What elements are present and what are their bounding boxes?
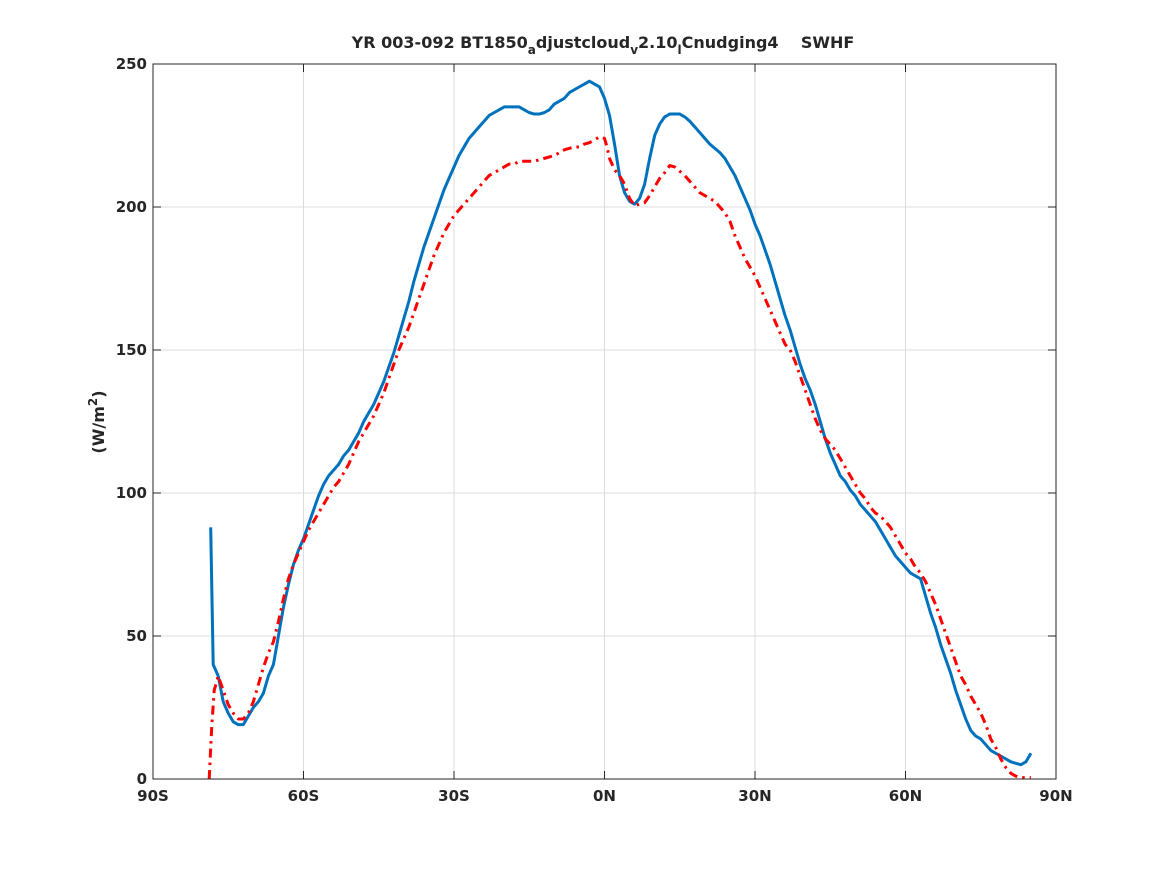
title-part: SWHF [779, 33, 855, 52]
y-label-suffix: ) [89, 390, 108, 397]
y-tick-label: 250 [116, 55, 147, 73]
series-layer [207, 79, 1033, 780]
label-layer: YR 003-092 BT1850adjustcloudv2.10lCnudgi… [86, 33, 854, 454]
grid-layer [153, 64, 1056, 779]
series-line-2 [207, 135, 1031, 780]
y-label-main: (W/m [89, 406, 108, 453]
x-tick-label: 90S [137, 787, 169, 805]
axes-layer: 90S 60S 30S 0N 30N 60N 90N 0 50 100 150 200 250 [116, 55, 1073, 805]
y-tick-label: 100 [116, 484, 147, 502]
series-line-1 [209, 79, 1033, 767]
y-tick-label: 0 [137, 770, 147, 788]
title-subscript: l [678, 43, 682, 57]
title-part: Cnudging4 [682, 33, 779, 52]
x-tick-label: 30N [738, 787, 771, 805]
y-axis-label: (W/m2) [86, 390, 108, 453]
y-label-superscript: 2 [86, 398, 100, 406]
title-part: djustcloud [536, 33, 630, 52]
y-tick-label: 150 [116, 341, 147, 359]
x-tick-label: 60S [288, 787, 320, 805]
title-part: YR 003-092 BT1850 [351, 33, 528, 52]
title-subscript: v [630, 43, 638, 57]
title-subscript: a [528, 43, 536, 57]
y-tick-label: 200 [116, 198, 147, 216]
x-tick-label: 90N [1039, 787, 1072, 805]
y-tick-label: 50 [126, 627, 147, 645]
x-tick-label: 30S [438, 787, 470, 805]
x-tick-label: 0N [593, 787, 616, 805]
chart-title: YR 003-092 BT1850adjustcloudv2.10lCnudgi… [351, 33, 855, 57]
x-tick-label: 60N [889, 787, 922, 805]
title-part: 2.10 [638, 33, 677, 52]
